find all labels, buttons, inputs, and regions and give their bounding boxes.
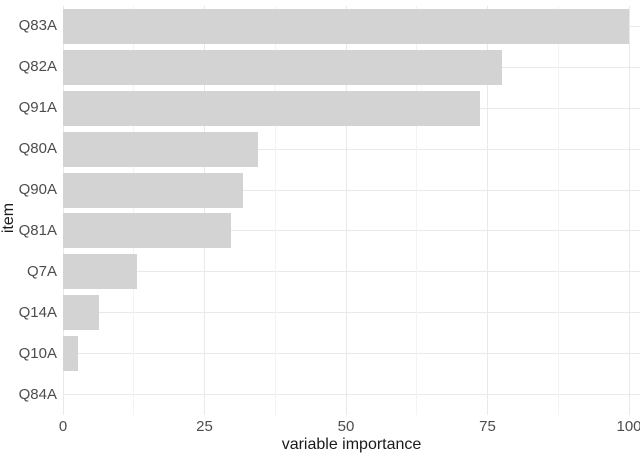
- horizontal-gridline: [63, 394, 640, 396]
- y-tick-label: Q81A: [18, 221, 57, 239]
- y-tick-label: Q7A: [26, 262, 57, 280]
- minor-gridline: [133, 6, 135, 415]
- x-tick-label: 100: [616, 418, 640, 435]
- plot-panel: [62, 6, 640, 415]
- major-gridline: [628, 6, 630, 415]
- y-tick-label: Q90A: [18, 181, 57, 199]
- x-tick-label: 75: [479, 418, 496, 435]
- y-tick-label: Q91A: [18, 99, 57, 117]
- bar-q81a: [63, 213, 232, 249]
- bar-q90a: [63, 172, 243, 208]
- horizontal-gridline: [63, 189, 640, 191]
- x-tick-label: 50: [337, 418, 355, 435]
- horizontal-gridline: [63, 230, 640, 232]
- horizontal-gridline: [63, 148, 640, 150]
- y-tick-label: Q84A: [18, 385, 57, 403]
- x-tick-label: 0: [58, 418, 68, 435]
- bar-q10a: [63, 336, 79, 372]
- major-gridline: [345, 6, 347, 415]
- y-tick-label: Q80A: [18, 140, 57, 158]
- x-axis-title: variable importance: [281, 436, 422, 453]
- bar-q80a: [63, 131, 259, 167]
- bar-q82a: [63, 49, 503, 85]
- major-gridline: [487, 6, 488, 415]
- horizontal-gridline: [63, 312, 640, 314]
- horizontal-gridline: [63, 353, 640, 355]
- bar-q14a: [63, 295, 100, 331]
- major-gridline: [62, 6, 64, 415]
- bar-q91a: [63, 90, 481, 126]
- x-tick-label: 25: [196, 418, 213, 435]
- y-axis-title: item: [0, 202, 17, 234]
- minor-gridline: [416, 6, 418, 415]
- bar-q7a: [63, 254, 138, 290]
- minor-gridline: [557, 6, 559, 415]
- y-tick-label: Q82A: [18, 58, 57, 76]
- major-gridline: [204, 6, 205, 415]
- horizontal-gridline: [63, 271, 640, 273]
- bar-q83a: [63, 8, 629, 44]
- y-tick-label: Q10A: [18, 344, 57, 362]
- y-tick-label: Q14A: [18, 303, 57, 321]
- minor-gridline: [274, 6, 276, 415]
- y-tick-label: Q83A: [18, 17, 57, 35]
